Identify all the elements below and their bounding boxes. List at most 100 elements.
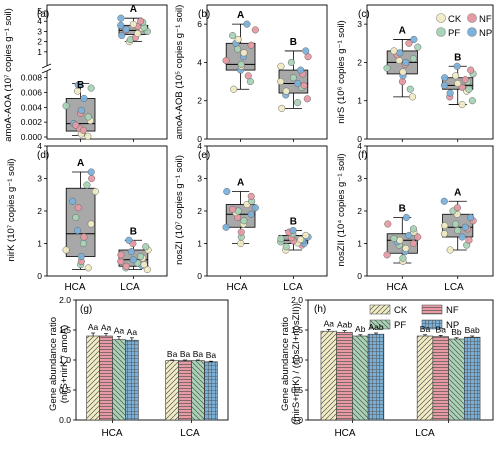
ylabel-h-line1: Gene abundance ratio [280, 317, 291, 411]
panel-label-e: (e) [198, 150, 210, 161]
data-point [237, 239, 245, 248]
bar-letter: Ba [420, 324, 431, 334]
y-tick-label: 0.004 [21, 102, 43, 112]
data-point [79, 239, 87, 248]
data-point [297, 236, 305, 244]
panel-frame-e [206, 145, 328, 277]
data-point [122, 25, 130, 33]
data-point [282, 243, 290, 251]
legend-nf-swatch [421, 304, 443, 315]
data-point [247, 192, 255, 200]
bar-letter: Aa [88, 322, 99, 332]
legend-ck-marker [436, 13, 446, 23]
ylabel-f: nosZII (10⁴ copies g⁻¹ soil) [336, 153, 347, 266]
y-tick-label: 4 [357, 141, 362, 151]
xtick-g-hca: HCA [101, 428, 122, 439]
data-point [87, 84, 95, 92]
data-point [117, 14, 125, 22]
data-point [409, 93, 417, 101]
data-point [91, 187, 99, 196]
legend-nf-text: NF [446, 305, 459, 316]
panel-frame-c [366, 4, 494, 140]
legend-ck-swatch [369, 304, 391, 315]
xtick-h-lca: LCA [415, 428, 435, 439]
significance-letter: B [290, 217, 297, 228]
data-point [117, 257, 125, 265]
data-point [251, 204, 259, 212]
significance-letter: B [399, 204, 406, 215]
data-point [297, 66, 305, 74]
y-tick-label: 1 [357, 96, 362, 106]
ylabel-e: nosZI (10⁷ copies g⁻¹ soil) [174, 155, 185, 265]
data-point [277, 62, 285, 70]
data-point [222, 56, 230, 65]
data-point [409, 55, 417, 63]
data-point [440, 81, 448, 89]
data-point [458, 233, 466, 241]
data-point [461, 223, 469, 231]
data-point [237, 60, 245, 68]
y-tick-label: 0.0 [291, 415, 303, 425]
legend-ck-label: CK [448, 14, 462, 25]
bar-letter: Aa [324, 318, 335, 328]
panel-label-b: (b) [198, 9, 210, 20]
y-tick-label: 2 [37, 206, 42, 216]
data-point [229, 32, 237, 40]
y-tick-label: 6 [197, 19, 202, 29]
data-point [229, 205, 237, 213]
data-point [129, 256, 137, 264]
legend-pf-marker [436, 27, 446, 37]
data-point [125, 236, 133, 244]
y-tick-label: 0 [37, 271, 42, 281]
bar-letter: Ba [436, 324, 447, 334]
data-point [467, 213, 475, 222]
significance-letter: B [130, 226, 137, 237]
legend-np-swatch [421, 319, 443, 330]
data-point [409, 239, 417, 248]
xtick-h-hca: HCA [334, 428, 355, 439]
xtick-e-lca: LCA [283, 282, 303, 293]
data-point [390, 47, 398, 55]
data-point [441, 74, 449, 82]
data-point [137, 17, 145, 25]
y-tick-label: 0.008 [21, 73, 43, 83]
ylabel-b: amoA-AOB (10⁵ copies g⁻¹ soil) [174, 5, 185, 140]
data-point [127, 248, 135, 256]
data-point [294, 79, 302, 88]
xtick-e-hca: HCA [226, 282, 247, 293]
data-point [287, 58, 295, 66]
data-point [396, 236, 404, 244]
bar-np [204, 361, 218, 421]
bar-ck [416, 335, 434, 421]
significance-letter: A [77, 158, 84, 169]
y-tick-label: 0 [197, 134, 202, 144]
data-point [77, 252, 85, 261]
significance-letter: A [454, 187, 461, 198]
bar-ck [86, 335, 100, 421]
data-point [74, 226, 82, 235]
significance-letter: A [237, 10, 244, 21]
data-point [458, 83, 466, 91]
bar-nf [99, 335, 113, 421]
data-point [405, 231, 413, 239]
data-point [410, 35, 418, 44]
legend-bottom: CK NF PF NP [369, 304, 459, 331]
legend-pf-swatch [369, 319, 391, 330]
ylabel-h-line2: ((nirS+nirK) / (nosZI+nosZII)) [291, 303, 302, 425]
data-point [69, 197, 77, 205]
bar-letter: Aab [337, 320, 352, 330]
legend-ck-text: CK [394, 305, 408, 316]
significance-letter: A [399, 25, 406, 36]
y-tick-label: 1 [37, 239, 42, 249]
panel-label-a: (a) [37, 9, 49, 20]
data-point [414, 233, 422, 241]
y-tick-label: 2 [357, 57, 362, 67]
y-tick-label: 1.5 [59, 325, 71, 335]
y-tick-label: 1 [357, 239, 362, 249]
y-tick-label: 1.0 [59, 355, 71, 365]
data-point [458, 100, 466, 109]
y-tick-label: 3 [37, 26, 42, 36]
legend-pf-label: PF [448, 28, 460, 39]
bar-np [367, 333, 385, 421]
legend-np-text: NP [446, 320, 459, 331]
